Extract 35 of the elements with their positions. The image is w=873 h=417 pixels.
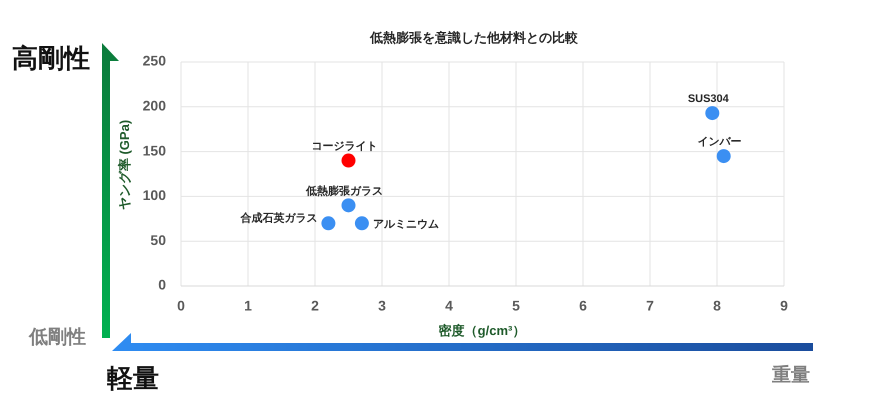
x-tick-label: 5 [512,298,520,314]
series-label: コージライト [312,140,378,153]
x-tick-label: 3 [378,298,386,314]
x-tick-label: 7 [646,298,654,314]
text: 高剛性 [12,43,90,73]
x-tick-label: 9 [780,298,788,314]
x-tick-label: 6 [579,298,588,314]
y-tick-label: 50 [150,232,166,248]
point [342,198,356,212]
y-tick-label: 250 [142,52,166,69]
series-label: インバー [698,136,742,148]
x-tick-label: 8 [713,298,722,314]
series-label: 合成石英ガラス [239,211,318,224]
x-tick-label: 2 [311,298,320,314]
y-tick-label: 200 [142,98,166,114]
x-tick-label: 1 [244,298,252,314]
text: 重量 [771,364,810,386]
y-tick-label: 100 [142,187,166,204]
series-label: SUS304 [688,93,730,106]
point [705,106,720,120]
text: 低剛性 [28,327,86,348]
x-axis-title: 密度（g/cm³） [438,323,526,338]
y-tick-label: 0 [158,276,166,293]
point [354,216,369,230]
series-label: 低熱膨張ガラス [305,184,383,198]
point [716,149,731,164]
point [342,154,356,168]
x-tick-label: 4 [445,298,454,314]
x-tick-label: 0 [177,298,186,314]
y-axis-title: ヤング率 (GPa) [117,120,132,210]
text: 軽量 [107,363,159,393]
y-tick-label: 150 [142,142,166,158]
chart-title: 低熱膨張を意識した他材料との比較 [369,30,579,45]
series-label: アルミニウム [372,218,439,230]
point [321,216,336,230]
